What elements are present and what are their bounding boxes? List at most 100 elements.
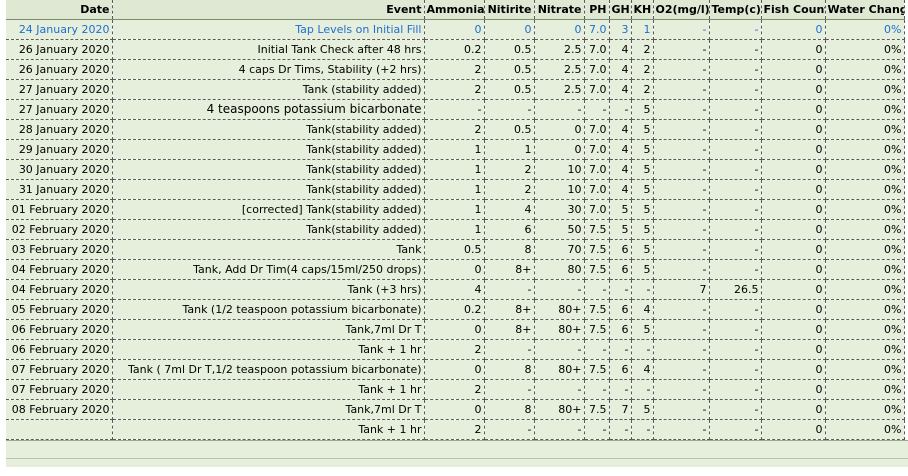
cell-date[interactable]: 28 January 2020 <box>6 119 113 140</box>
cell-kh[interactable]: 5 <box>631 119 654 140</box>
cell-ammonia[interactable]: 4 <box>424 279 485 300</box>
cell-ph[interactable]: 7.5 <box>584 259 610 280</box>
cell-water-change[interactable]: 0% <box>825 279 905 300</box>
cell-temp[interactable]: - <box>709 219 762 240</box>
cell-water-change[interactable]: 0% <box>825 99 905 120</box>
cell-ammonia[interactable]: 2 <box>424 59 485 80</box>
cell-o2[interactable]: - <box>653 339 710 360</box>
cell-water-change[interactable]: 0% <box>825 179 905 200</box>
cell-ph[interactable]: - <box>584 279 610 300</box>
cell-nitrite[interactable]: 8+ <box>484 259 535 280</box>
cell-water-change[interactable]: 0% <box>825 259 905 280</box>
header-temp[interactable]: Temp(c) <box>709 0 762 20</box>
cell-gh[interactable]: - <box>609 99 632 120</box>
cell-kh[interactable]: 5 <box>631 179 654 200</box>
cell-fish-count[interactable]: 0 <box>761 119 826 140</box>
cell-nitrate[interactable]: 2.5 <box>534 59 585 80</box>
cell-gh[interactable]: 6 <box>609 319 632 340</box>
cell-kh[interactable]: - <box>631 279 654 300</box>
cell-temp[interactable]: - <box>709 239 762 260</box>
cell-fish-count[interactable]: 0 <box>761 359 826 380</box>
cell-ammonia[interactable]: 2 <box>424 119 485 140</box>
empty-row[interactable] <box>6 458 908 467</box>
cell-gh[interactable]: 4 <box>609 119 632 140</box>
cell-water-change[interactable]: 0% <box>825 159 905 180</box>
cell-gh[interactable]: - <box>609 419 632 440</box>
cell-gh[interactable]: 6 <box>609 359 632 380</box>
cell-nitrate[interactable]: 80+ <box>534 359 585 380</box>
cell-nitrate[interactable]: 70 <box>534 239 585 260</box>
cell-temp[interactable]: - <box>709 379 762 400</box>
header-water-change[interactable]: Water Change <box>825 0 905 20</box>
cell-date[interactable]: 07 February 2020 <box>6 359 113 380</box>
cell-temp[interactable]: - <box>709 79 762 100</box>
cell-water-change[interactable]: 0% <box>825 319 905 340</box>
cell-temp[interactable]: - <box>709 299 762 320</box>
cell-event[interactable]: Tank ( 7ml Dr T,1/2 teaspoon potassium b… <box>112 359 425 380</box>
cell-nitrite[interactable]: 0.5 <box>484 119 535 140</box>
cell-ammonia[interactable]: 0.5 <box>424 239 485 260</box>
cell-o2[interactable]: - <box>653 259 710 280</box>
cell-event[interactable]: Tank(stability added) <box>112 219 425 240</box>
cell-fish-count[interactable]: 0 <box>761 39 826 60</box>
cell-ammonia[interactable]: 0 <box>424 319 485 340</box>
cell-o2[interactable]: - <box>653 239 710 260</box>
cell-date[interactable]: 04 February 2020 <box>6 259 113 280</box>
cell-ph[interactable]: 7.5 <box>584 319 610 340</box>
cell-gh[interactable]: 6 <box>609 239 632 260</box>
cell-fish-count[interactable]: 0 <box>761 279 826 300</box>
cell-date[interactable]: 29 January 2020 <box>6 139 113 160</box>
header-fish-count[interactable]: Fish Count <box>761 0 826 20</box>
cell-gh[interactable]: 5 <box>609 219 632 240</box>
cell-nitrite[interactable]: 8 <box>484 359 535 380</box>
cell-date[interactable]: 27 January 2020 <box>6 79 113 100</box>
cell-nitrite[interactable]: 2 <box>484 179 535 200</box>
cell-nitrite[interactable]: 0 <box>484 19 535 40</box>
cell-ph[interactable]: 7.0 <box>584 39 610 60</box>
cell-gh[interactable]: 4 <box>609 39 632 60</box>
cell-nitrite[interactable]: 0.5 <box>484 79 535 100</box>
cell-event[interactable]: Tank + 1 hr <box>112 339 425 360</box>
cell-ammonia[interactable]: 0 <box>424 359 485 380</box>
cell-temp[interactable]: - <box>709 39 762 60</box>
cell-o2[interactable]: - <box>653 139 710 160</box>
cell-gh[interactable]: - <box>609 339 632 360</box>
cell-event[interactable]: Tank (1/2 teaspoon potassium bicarbonate… <box>112 299 425 320</box>
cell-fish-count[interactable]: 0 <box>761 239 826 260</box>
cell-temp[interactable]: - <box>709 59 762 80</box>
cell-date[interactable]: 03 February 2020 <box>6 239 113 260</box>
cell-o2[interactable]: - <box>653 219 710 240</box>
cell-ammonia[interactable]: 1 <box>424 219 485 240</box>
cell-temp[interactable]: - <box>709 359 762 380</box>
cell-o2[interactable]: - <box>653 79 710 100</box>
cell-ph[interactable]: 7.5 <box>584 359 610 380</box>
cell-kh[interactable]: 5 <box>631 319 654 340</box>
cell-water-change[interactable]: 0% <box>825 399 905 420</box>
cell-kh[interactable]: - <box>631 419 654 440</box>
cell-water-change[interactable]: 0% <box>825 199 905 220</box>
cell-ammonia[interactable]: 1 <box>424 139 485 160</box>
cell-nitrite[interactable]: 8 <box>484 399 535 420</box>
cell-water-change[interactable]: 0% <box>825 379 905 400</box>
cell-o2[interactable]: - <box>653 159 710 180</box>
cell-ph[interactable]: 7.5 <box>584 399 610 420</box>
cell-nitrate[interactable]: - <box>534 379 585 400</box>
cell-fish-count[interactable]: 0 <box>761 99 826 120</box>
cell-gh[interactable]: 6 <box>609 259 632 280</box>
cell-ph[interactable]: 7.0 <box>584 59 610 80</box>
cell-water-change[interactable]: 0% <box>825 339 905 360</box>
cell-kh[interactable]: 5 <box>631 199 654 220</box>
header-event[interactable]: Event <box>112 0 425 20</box>
cell-fish-count[interactable]: 0 <box>761 399 826 420</box>
cell-nitrite[interactable]: 6 <box>484 219 535 240</box>
cell-o2[interactable]: - <box>653 59 710 80</box>
cell-kh[interactable]: 4 <box>631 359 654 380</box>
cell-water-change[interactable]: 0% <box>825 19 905 40</box>
cell-ammonia[interactable]: 0 <box>424 19 485 40</box>
cell-temp[interactable]: - <box>709 259 762 280</box>
cell-ammonia[interactable]: 0 <box>424 399 485 420</box>
cell-nitrite[interactable]: - <box>484 279 535 300</box>
cell-nitrite[interactable]: 0.5 <box>484 59 535 80</box>
cell-fish-count[interactable]: 0 <box>761 219 826 240</box>
cell-nitrate[interactable]: 2.5 <box>534 39 585 60</box>
